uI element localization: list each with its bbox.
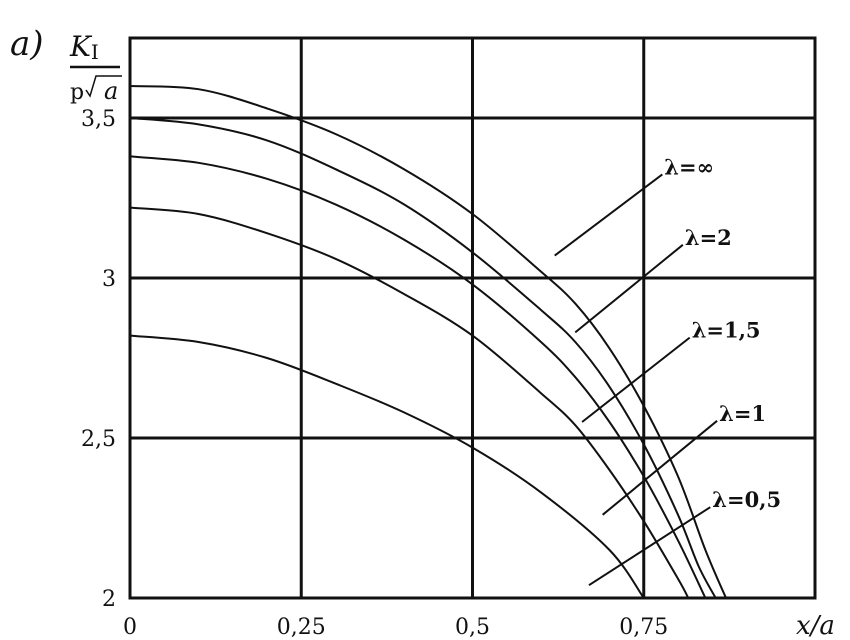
series-label-3: λ=1,5: [692, 318, 761, 343]
series-curve-4: [129, 206, 690, 599]
series-label-4: λ=1: [719, 401, 766, 426]
series-leader-3: [581, 336, 691, 423]
leaders: [554, 173, 718, 587]
y-tick-label: 2,5: [81, 427, 116, 452]
x-tick-label: 0,75: [619, 615, 668, 640]
x-ticks: 0 0,25 0,5 0,75: [123, 615, 668, 640]
y-axis-label: KI p a: [69, 30, 122, 105]
y-tick-label: 3,5: [81, 107, 116, 132]
series-leader-5: [588, 506, 711, 587]
y-tick-label: 2: [102, 587, 116, 612]
plot-border: [128, 36, 817, 600]
y-ticks: 2 2,5 3 3,5: [81, 107, 116, 612]
x-tick-label: 0,5: [455, 615, 490, 640]
series-labels: λ=∞ λ=2 λ=1,5 λ=1 λ=0,5: [664, 154, 781, 512]
series-curve-3: [129, 155, 707, 599]
ylabel-denominator-a: a: [104, 77, 118, 105]
y-tick-label: 3: [102, 267, 116, 292]
x-tick-label: 0: [123, 615, 137, 640]
series-label-2: λ=2: [685, 225, 732, 250]
ylabel-numerator-sub: I: [91, 40, 99, 64]
x-axis-label: x/a: [796, 611, 835, 640]
series-leader-2: [574, 244, 684, 334]
series-leader-1: [554, 173, 663, 257]
series-curve-2: [129, 117, 717, 599]
plot-frame: [128, 36, 817, 600]
series-curve-5: [129, 334, 645, 599]
curves: [129, 85, 727, 599]
series-label-1: λ=∞: [664, 154, 714, 179]
sqrt-sign: [85, 75, 122, 98]
series-leader-4: [602, 420, 718, 516]
series-label-5: λ=0,5: [712, 487, 781, 512]
panel-label: a): [10, 24, 44, 64]
series-curve-1: [129, 85, 727, 599]
x-tick-label: 0,25: [277, 615, 326, 640]
ylabel-numerator: K: [69, 30, 93, 63]
svg-text:KI: KI: [69, 30, 99, 64]
grid: [130, 38, 815, 598]
ylabel-denominator-p: p: [70, 80, 84, 105]
